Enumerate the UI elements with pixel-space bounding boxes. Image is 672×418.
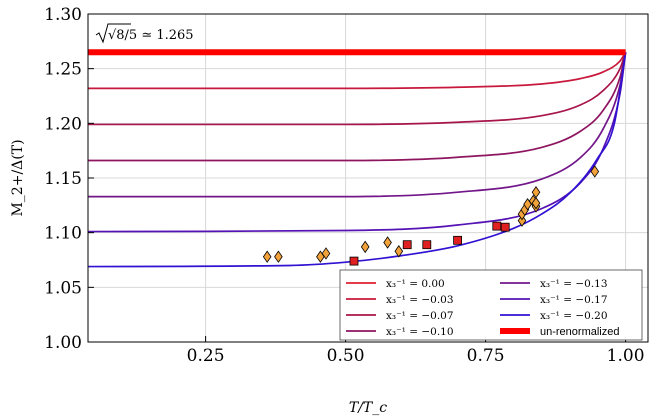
- square-marker: [349, 256, 359, 266]
- series-line: [88, 52, 627, 162]
- diamond-marker: [321, 247, 331, 260]
- x-axis-label: T/T_c: [349, 400, 387, 416]
- diamond-marker: [262, 250, 272, 263]
- y-tick-label: 1.15: [44, 169, 82, 189]
- legend-label: x₃⁻¹ = −0.07: [386, 310, 454, 322]
- x-tick-label: 0.75: [467, 346, 505, 366]
- legend-box: [339, 269, 643, 341]
- series-line: [87, 52, 627, 268]
- series-line: [87, 52, 627, 198]
- square-marker: [453, 235, 463, 245]
- legend-label: x₃⁻¹ = −0.13: [540, 278, 608, 290]
- square-marker: [500, 222, 510, 232]
- y-tick-label: 1.20: [44, 114, 82, 134]
- legend-label: x₃⁻¹ = −0.03: [386, 294, 454, 306]
- data-markers: [262, 165, 600, 266]
- sqrt-annotation: √8/5 ≃ 1.265: [95, 23, 194, 44]
- diamond-marker: [517, 214, 527, 227]
- diamond-marker: [394, 245, 404, 258]
- y-tick-label: 1.10: [44, 224, 82, 244]
- series-lines: [87, 49, 627, 268]
- diamond-marker: [590, 165, 600, 178]
- ticks: 0.25 0.50 0.75 1.00 1.00 1.05 1.10 1.15 1.20 1.25…: [44, 5, 644, 366]
- annotation-text: √8/5 ≃ 1.265: [108, 28, 194, 43]
- legend: x₃⁻¹ = 0.00 x₃⁻¹ = −0.03 x₃⁻¹ = −0.07 x₃⁻¹ …: [339, 269, 643, 341]
- y-tick-label: 1.05: [44, 278, 82, 298]
- diamond-marker: [274, 250, 283, 263]
- y-axis-label: M_2+/Δ(T): [10, 139, 26, 216]
- legend-label: x₃⁻¹ = −0.20: [540, 310, 608, 322]
- y-tick-label: 1.00: [44, 333, 82, 353]
- diamond-marker: [360, 240, 370, 254]
- square-marker: [402, 240, 412, 250]
- square-marker: [492, 221, 502, 231]
- x-tick-label: 0.25: [187, 346, 225, 366]
- series-line: [87, 51, 627, 126]
- x-tick-label: 1.00: [607, 346, 645, 366]
- legend-label: x₃⁻¹ = −0.17: [540, 294, 608, 306]
- series-line: [87, 52, 627, 233]
- legend-label: x₃⁻¹ = 0.00: [386, 278, 445, 290]
- diamond-marker: [383, 236, 392, 249]
- diamond-marker: [531, 196, 541, 210]
- x-tick-label: 0.50: [327, 346, 365, 366]
- legend-label: un-renormalized: [540, 326, 619, 338]
- series-line: [87, 51, 627, 90]
- sqrt-sign: [95, 23, 131, 44]
- legend-label: x₃⁻¹ = −0.10: [386, 326, 454, 338]
- y-tick-label: 1.30: [44, 5, 82, 25]
- square-marker: [422, 240, 432, 250]
- y-tick-label: 1.25: [44, 60, 82, 80]
